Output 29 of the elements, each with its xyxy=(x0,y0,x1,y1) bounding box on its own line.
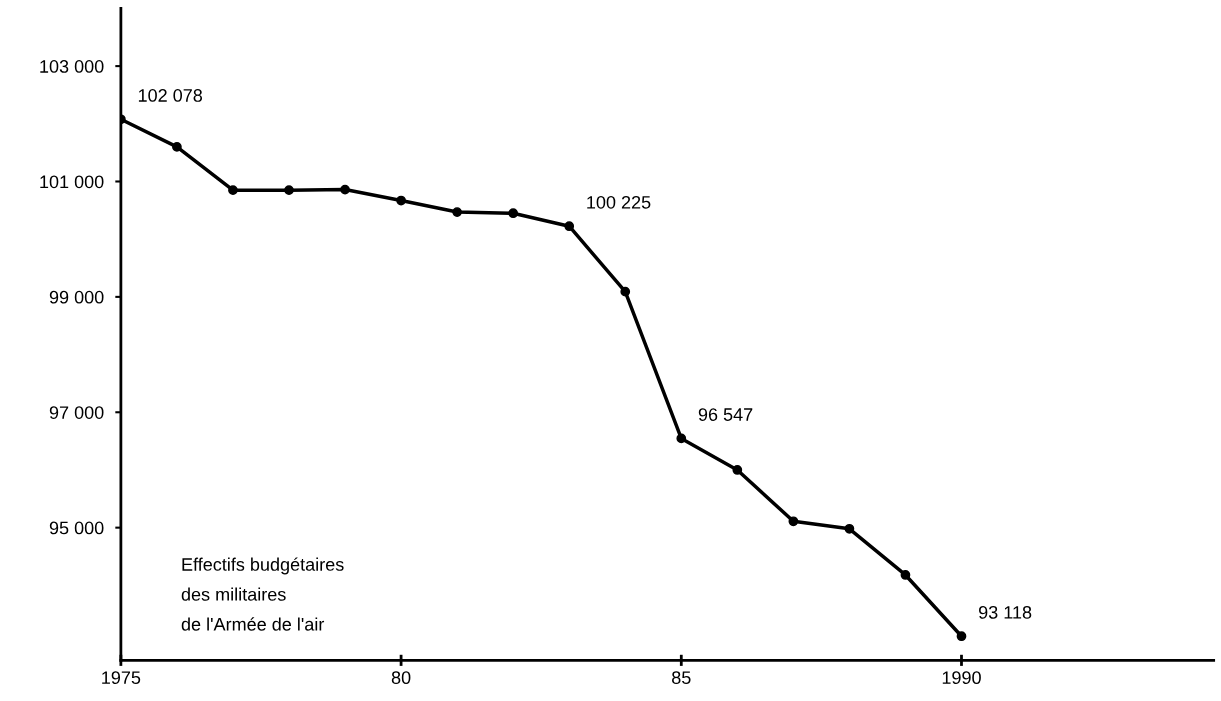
y-tick-label: 101 000 xyxy=(40,175,104,189)
data-label: 93 118 xyxy=(979,605,1032,619)
point xyxy=(340,184,350,195)
x-tick-label: 1990 xyxy=(942,671,981,685)
point xyxy=(452,207,462,217)
point xyxy=(228,185,238,196)
y-tick-label: 97 000 xyxy=(49,406,104,419)
point xyxy=(508,208,519,219)
data-label: 96 547 xyxy=(698,408,753,421)
x-tick-label: 85 xyxy=(672,671,691,685)
annotation: Effectifs budgétaires des militaires de l'Armée de l'air xyxy=(181,557,344,631)
point xyxy=(900,570,911,580)
point xyxy=(676,433,687,444)
y-tick-label: 95 000 xyxy=(49,521,104,535)
y-tick-label: 99 000 xyxy=(49,290,104,304)
point xyxy=(788,516,799,527)
point xyxy=(564,221,575,232)
point xyxy=(956,631,967,642)
x-tick-label: 1975 xyxy=(102,671,141,685)
point xyxy=(396,195,406,206)
point xyxy=(284,185,294,196)
point xyxy=(172,142,182,152)
point xyxy=(620,286,631,297)
data-label: 102 078 xyxy=(138,89,203,102)
point xyxy=(732,465,743,475)
data-label: 100 225 xyxy=(587,195,651,209)
point xyxy=(844,523,855,534)
y-tick-label: 103 000 xyxy=(40,60,104,73)
x-tick-label: 80 xyxy=(391,671,411,685)
